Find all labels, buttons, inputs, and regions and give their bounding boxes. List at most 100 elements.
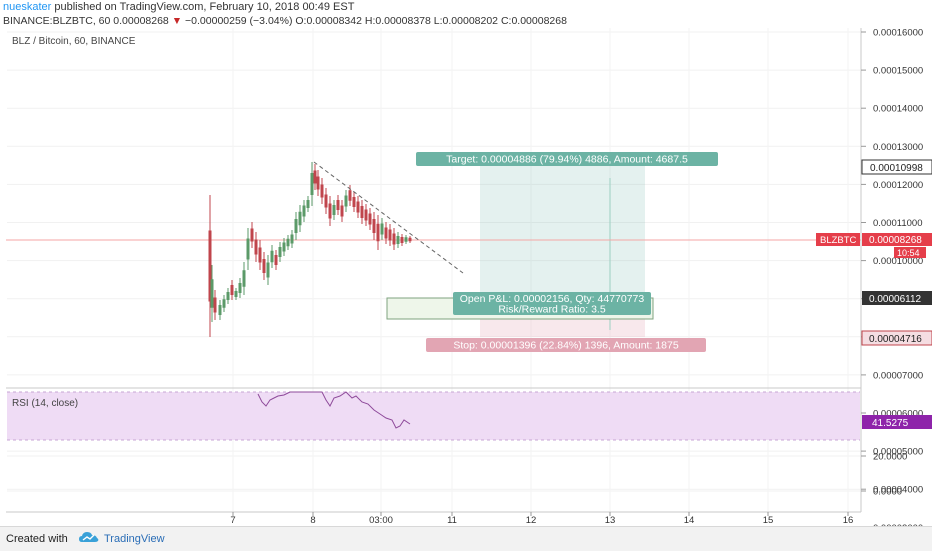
tradingview-cloud-icon — [79, 532, 99, 542]
author-link[interactable]: nueskater — [3, 1, 52, 13]
candle-body — [316, 176, 320, 190]
countdown-tag: 10:54 — [897, 248, 920, 258]
target-price-tag: 0.00010998 — [870, 163, 923, 174]
candle-body — [356, 201, 360, 213]
candle-body — [294, 219, 298, 233]
candle-body — [213, 297, 217, 313]
stop-price-tag-box — [861, 330, 932, 346]
target-label-box[interactable] — [416, 152, 718, 166]
rsi-tick-label: 20.0000 — [873, 452, 907, 463]
price-tick-label: 0.00004000 — [873, 485, 923, 496]
candle-body — [310, 173, 314, 195]
candle-body — [290, 234, 294, 244]
candle-body — [368, 213, 372, 225]
time-tick-label: 13 — [605, 515, 616, 526]
open-value: 0.00008342 — [306, 15, 362, 27]
close-value: 0.00008268 — [511, 15, 567, 27]
candle-body — [376, 223, 380, 242]
candle-body — [372, 219, 376, 233]
time-tick-label: 03:00 — [369, 515, 393, 526]
symbol-tag-box — [816, 233, 860, 246]
candle-body — [332, 205, 336, 215]
high-value: 0.00008378 — [375, 15, 431, 27]
high-label: H: — [364, 15, 376, 27]
candle-body — [222, 299, 226, 308]
price-tick-label: 0.00016000 — [873, 28, 923, 39]
price-tick-label: 0.00015000 — [873, 66, 923, 77]
last-price-tag: 0.00008268 — [869, 235, 922, 246]
last-price: 0.00008268 — [113, 15, 169, 27]
header-line-ohlc: BINANCE:BLZBTC, 60 0.00008268 ▼ −0.00000… — [3, 15, 567, 27]
candle-body — [270, 250, 274, 263]
entry-price-tag-box — [862, 291, 932, 305]
candle-body — [218, 305, 222, 315]
stop-label-box[interactable] — [426, 338, 706, 352]
target-zone[interactable] — [480, 165, 645, 310]
created-with-text: Created with — [6, 533, 68, 545]
time-tick-label: 12 — [526, 515, 537, 526]
price-tick-label: 0.00011000 — [873, 218, 923, 229]
price-tick-label: 0.00007000 — [873, 370, 923, 381]
entry-price-tag: 0.00006112 — [869, 294, 922, 305]
candle-body — [324, 194, 328, 208]
candle-body — [274, 255, 278, 265]
candle-body — [282, 242, 286, 252]
tradingview-brand[interactable]: TradingView — [104, 533, 165, 545]
price-tick-label: 0.00005000 — [873, 447, 923, 458]
candle-body — [400, 237, 404, 243]
candle-body — [238, 283, 242, 293]
candle-body — [348, 190, 352, 201]
candle-body — [208, 230, 212, 302]
candle-body — [230, 285, 234, 295]
candle-body — [242, 270, 246, 287]
chart-title: BLZ / Bitcoin, 60, BINANCE — [12, 36, 136, 47]
candle-body — [344, 195, 348, 207]
published-text: published on TradingView.com, February 1… — [54, 1, 355, 13]
low-label: L: — [433, 15, 443, 27]
price-change: −0.00000259 (−3.04%) — [185, 15, 293, 27]
chart-grid — [7, 28, 860, 512]
time-tick-label: 14 — [684, 515, 695, 526]
candle-body — [396, 236, 400, 244]
time-tick-label: 11 — [447, 515, 457, 526]
rsi-axis[interactable]: 20.0000 0.0000 — [861, 452, 907, 498]
target-label: Target: 0.00004886 (79.94%) 4886, Amount… — [446, 154, 688, 166]
candle-body — [278, 247, 282, 257]
stop-price-tag: 0.00004716 — [869, 334, 922, 345]
price-tick-label: 0.00012000 — [873, 180, 923, 191]
time-axis[interactable]: 7 8 03:00 11 12 13 14 15 16 — [6, 511, 861, 526]
time-tick-label: 15 — [763, 515, 774, 526]
rsi-value-tag-box — [862, 415, 932, 429]
chart-header: nueskater published on TradingView.com, … — [0, 0, 932, 28]
candle-body — [380, 223, 384, 235]
rsi-tick-label: 0.0000 — [873, 487, 902, 498]
candle-body — [364, 209, 368, 221]
candle-body — [246, 238, 250, 260]
stop-label: Stop: 0.00001396 (22.84%) 1396, Amount: … — [453, 340, 679, 352]
footer-bar: Created with TradingView — [0, 526, 932, 551]
trend-line[interactable] — [313, 161, 464, 274]
candle-body — [250, 228, 254, 242]
down-triangle-icon: ▼ — [171, 15, 183, 27]
candle-body — [340, 205, 344, 217]
candle-body — [336, 200, 340, 210]
rsi-title: RSI (14, close) — [12, 398, 78, 409]
candle-body — [254, 239, 258, 255]
price-tick-label: 0.00014000 — [873, 104, 923, 115]
candle-body — [328, 203, 332, 219]
candle-body — [306, 200, 310, 208]
time-tick-label: 7 — [230, 515, 235, 526]
candle-body — [313, 170, 317, 184]
pnl-label: Open P&L: 0.00002156, Qty: 44770773 — [460, 293, 645, 305]
candle-body — [266, 262, 270, 278]
candle-body — [392, 233, 396, 245]
time-tick-label: 8 — [310, 515, 315, 526]
candle-body — [320, 184, 324, 198]
symbol-tag: BLZBTC — [820, 235, 857, 246]
price-chart[interactable]: BLZ / Bitcoin, 60, BINANCE Target: 0.000… — [0, 0, 932, 526]
candle-body — [388, 229, 392, 241]
pnl-label-box[interactable] — [453, 292, 651, 315]
low-value: 0.00008202 — [442, 15, 499, 27]
rsi-value-tag: 41.5275 — [872, 418, 909, 429]
price-tick-label: 0.00013000 — [873, 142, 923, 153]
